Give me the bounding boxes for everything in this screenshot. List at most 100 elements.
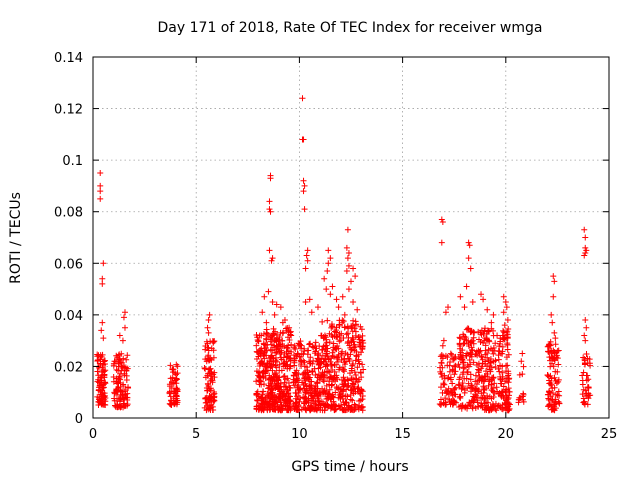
data-point (308, 389, 315, 396)
data-point (121, 324, 128, 331)
data-point (271, 328, 278, 335)
data-point (341, 324, 348, 331)
axis-ticks (92, 56, 610, 419)
data-point (338, 330, 345, 337)
data-point (321, 358, 328, 365)
data-point (495, 365, 502, 372)
data-point (286, 397, 293, 404)
data-point (280, 392, 287, 399)
data-point (259, 405, 266, 412)
data-point (348, 278, 354, 285)
data-point (300, 350, 307, 357)
data-point (276, 333, 283, 340)
data-point (301, 400, 308, 407)
data-point (461, 304, 468, 311)
data-point (285, 392, 292, 399)
data-point (261, 381, 268, 388)
data-point (444, 362, 451, 369)
data-point (448, 351, 455, 358)
data-point (481, 378, 488, 385)
data-point (359, 343, 366, 350)
data-point (210, 391, 217, 398)
y-tick-label: 0.02 (54, 360, 83, 375)
data-point (280, 329, 287, 336)
data-point (99, 275, 106, 282)
data-point (99, 319, 106, 326)
data-point (585, 384, 592, 391)
data-point (203, 399, 210, 406)
data-point (551, 278, 558, 285)
data-point (345, 262, 352, 269)
data-point (114, 397, 121, 404)
data-point (459, 379, 466, 386)
data-point (267, 395, 274, 402)
data-point (254, 334, 261, 341)
data-point (503, 329, 510, 336)
data-point (490, 311, 497, 318)
data-point (302, 391, 309, 398)
data-point (458, 386, 465, 393)
data-point (299, 136, 306, 143)
data-point (495, 352, 502, 359)
data-point (333, 383, 340, 390)
data-point (548, 396, 555, 403)
data-point (555, 376, 562, 383)
data-point (321, 378, 328, 385)
data-point (166, 383, 173, 390)
data-point (555, 388, 562, 395)
data-point (277, 406, 284, 413)
data-point (313, 345, 320, 352)
data-point (324, 374, 331, 381)
data-point (544, 391, 551, 398)
data-point (171, 388, 178, 395)
data-point (288, 341, 295, 348)
data-point (259, 309, 266, 316)
data-point (496, 368, 503, 375)
data-point (472, 378, 479, 385)
x-tick-label: 15 (394, 427, 411, 442)
data-point (457, 349, 464, 356)
data-point (294, 350, 301, 357)
data-point (349, 334, 356, 341)
data-point (273, 335, 280, 342)
data-point (337, 386, 344, 393)
data-point (554, 347, 561, 354)
data-point (505, 388, 512, 395)
data-point (582, 337, 589, 344)
data-point (210, 354, 217, 361)
data-point (438, 359, 445, 366)
data-point (269, 298, 276, 305)
data-point (119, 364, 126, 371)
data-point (345, 377, 352, 384)
data-point (254, 388, 261, 395)
data-point (476, 336, 483, 343)
data-point (281, 343, 288, 350)
data-point (276, 367, 283, 374)
data-point (311, 393, 318, 400)
data-point (207, 355, 214, 362)
data-point (329, 349, 336, 356)
data-point (320, 388, 327, 395)
data-point (352, 357, 359, 364)
data-point (261, 293, 268, 300)
data-point (99, 384, 106, 391)
data-point (117, 387, 124, 394)
data-point (343, 331, 350, 338)
data-point (257, 351, 264, 358)
data-point (357, 397, 364, 404)
data-point (266, 206, 273, 213)
data-point (117, 380, 124, 387)
data-point (284, 345, 291, 352)
data-point (313, 380, 320, 387)
data-point (283, 327, 290, 334)
data-point (584, 401, 591, 408)
data-point (330, 353, 337, 360)
data-point (491, 380, 498, 387)
data-point (580, 399, 587, 406)
data-point (312, 405, 319, 412)
data-point (471, 329, 478, 336)
data-point (490, 350, 497, 357)
data-point (481, 334, 488, 341)
data-point (312, 348, 319, 355)
data-point (548, 375, 555, 382)
